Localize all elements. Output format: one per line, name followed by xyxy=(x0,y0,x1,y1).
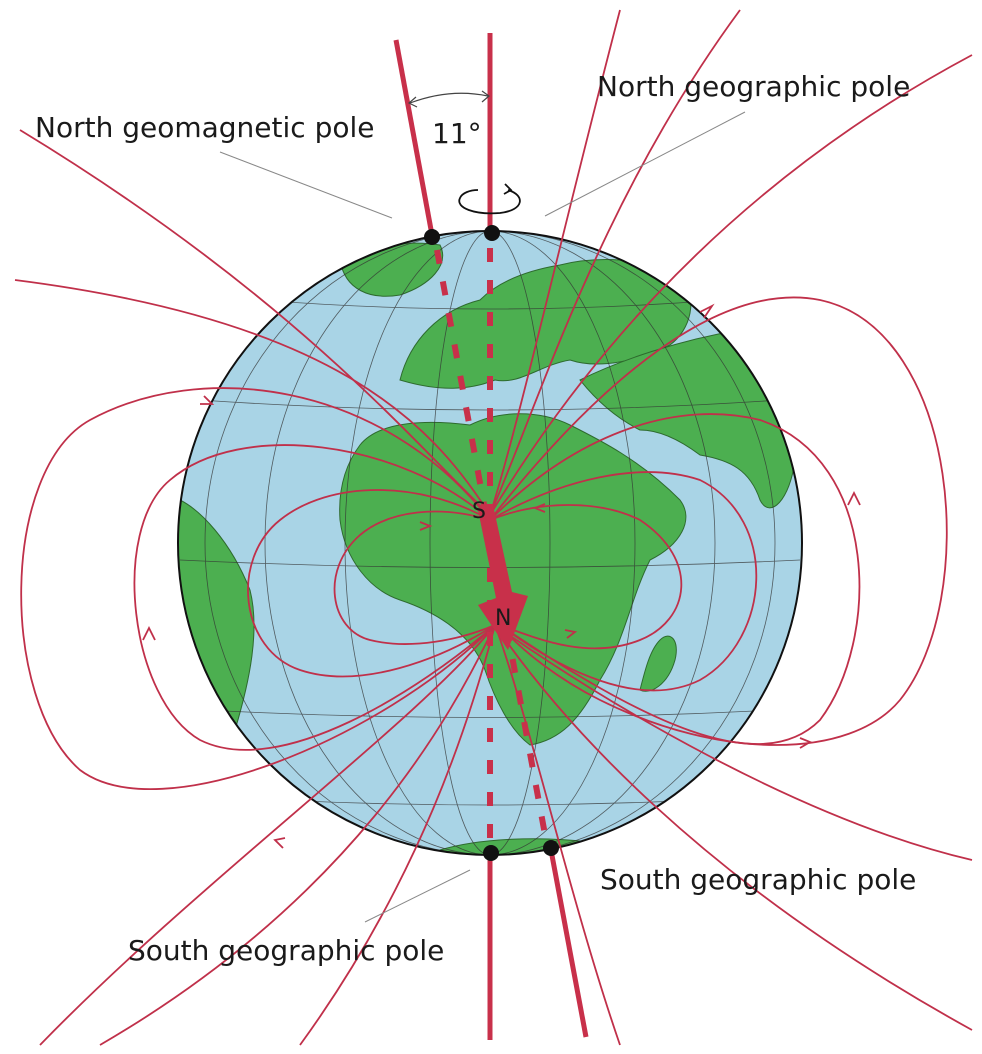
tilt-angle-label: 11° xyxy=(432,117,482,150)
magnet-s-label: S xyxy=(472,499,486,524)
magnet-body xyxy=(478,505,528,650)
graticule xyxy=(179,231,801,855)
south-geographic-pole-label-left: South geographic pole xyxy=(128,934,444,967)
bar-magnet: S N xyxy=(472,499,528,650)
south-geographic-pole-label-right: South geographic pole xyxy=(600,863,916,896)
north-geographic-pole-label: North geographic pole xyxy=(597,70,910,103)
north-geomagnetic-pole-label: North geomagnetic pole xyxy=(35,111,375,144)
south-geomagnetic-pole-dot xyxy=(543,840,559,856)
angle-indicator xyxy=(407,90,490,108)
magnetic-field-lines xyxy=(14,9,973,1046)
geomagnetic-axis-bottom xyxy=(548,849,589,1038)
geomagnetic-axis-top xyxy=(393,39,435,236)
rotation-arrow-icon xyxy=(458,183,521,215)
north-geomagnetic-pole-dot xyxy=(424,229,440,245)
madagascar xyxy=(639,635,677,692)
field-direction-arrows xyxy=(142,303,861,849)
south-geographic-pole-dot xyxy=(483,845,499,861)
magnet-n-label: N xyxy=(495,606,511,631)
pole-dots xyxy=(424,225,559,861)
leader-lines xyxy=(219,111,746,923)
north-geographic-pole-dot xyxy=(484,225,500,241)
